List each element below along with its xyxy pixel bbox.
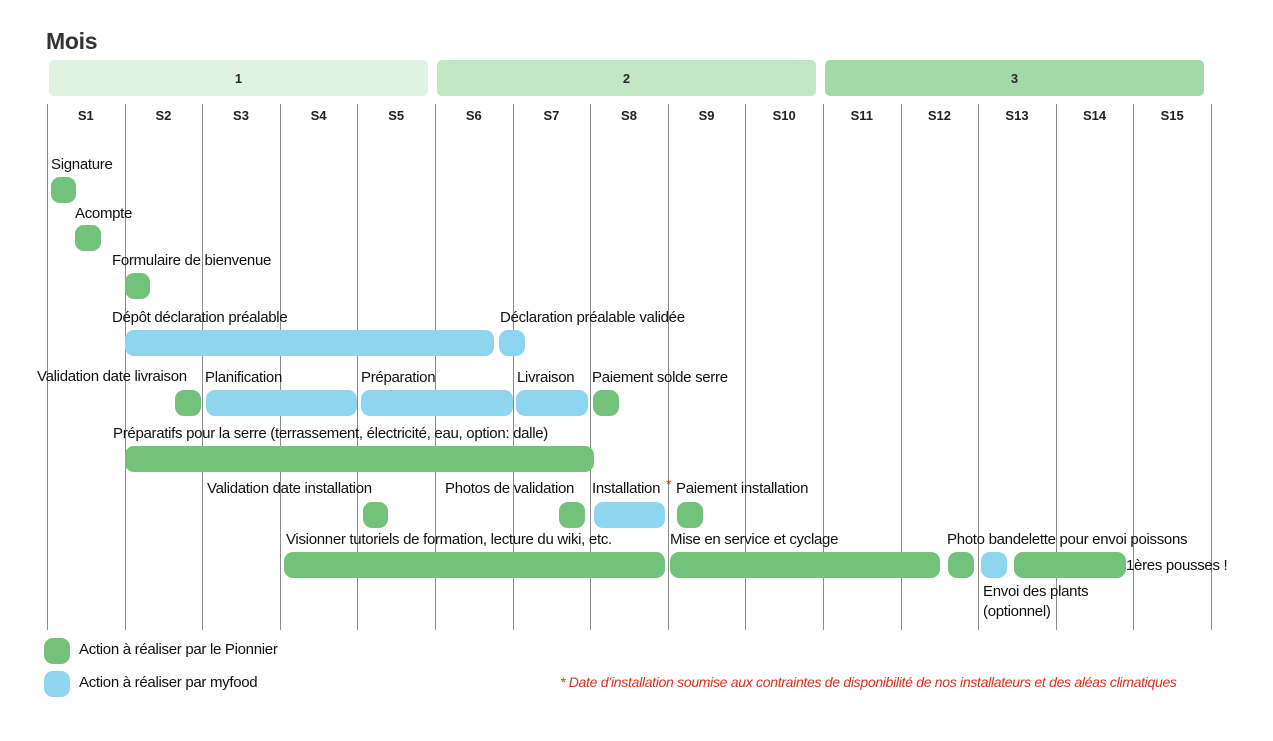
task-bar	[283, 552, 665, 578]
footnote: * Date d’installation soumise aux contra…	[560, 674, 1177, 690]
task-bar	[124, 330, 494, 356]
task-bar	[124, 273, 151, 299]
grid-line	[513, 104, 514, 630]
grid-line	[435, 104, 436, 630]
label-preparatifs: Préparatifs pour la serre (terrassement,…	[113, 425, 548, 442]
grid-line	[978, 104, 979, 630]
task-bar	[361, 390, 513, 416]
week-label-s8: S8	[621, 108, 637, 123]
label-envoi-plants-optionnel: (optionnel)	[983, 603, 1051, 620]
week-label-s15: S15	[1160, 108, 1184, 123]
month-2: 2	[437, 60, 816, 96]
label-validation-installation: Validation date installation	[207, 480, 372, 497]
label-declaration-validee: Déclaration préalable validée	[500, 309, 685, 326]
task-bar	[981, 552, 1007, 578]
month-3: 3	[825, 60, 1204, 96]
grid-line	[1211, 104, 1212, 630]
month-1: 1	[49, 60, 428, 96]
legend-label-pionnier: Action à réaliser par le Pionnier	[79, 641, 278, 658]
asterisk-marker: *	[666, 476, 672, 492]
grid-line	[357, 104, 358, 630]
week-label-s7: S7	[543, 108, 560, 123]
legend-swatch-myfood	[44, 671, 70, 697]
week-label-s11: S11	[850, 108, 873, 123]
grid-line	[1056, 104, 1057, 630]
grid-line	[745, 104, 746, 630]
label-paiement-installation: Paiement installation	[676, 480, 809, 497]
label-photo-bandelette: Photo bandelette pour envoi poissons	[947, 531, 1188, 548]
week-label-s3: S3	[233, 108, 249, 123]
task-bar	[124, 446, 595, 472]
task-bar	[74, 225, 101, 251]
week-label-s13: S13	[1005, 108, 1029, 123]
week-label-s2: S2	[155, 108, 172, 123]
grid-line	[590, 104, 591, 630]
task-bar	[206, 390, 357, 416]
task-bar	[175, 390, 201, 416]
grid-line	[202, 104, 203, 630]
week-label-s12: S12	[927, 108, 951, 123]
task-bar	[1013, 552, 1126, 578]
grid-line	[901, 104, 902, 630]
label-installation: Installation	[592, 480, 661, 497]
task-bar	[670, 552, 941, 578]
label-formulaire: Formulaire de bienvenue	[112, 252, 272, 269]
week-label-s9: S9	[698, 108, 715, 123]
label-mise-en-service: Mise en service et cyclage	[670, 531, 839, 548]
task-bar	[677, 502, 703, 528]
task-bar	[50, 177, 77, 203]
task-bar	[516, 390, 588, 416]
week-label-s4: S4	[310, 108, 327, 123]
task-bar	[593, 390, 619, 416]
week-label-s14: S14	[1083, 108, 1107, 123]
label-livraison: Livraison	[517, 369, 575, 386]
label-paiement-solde: Paiement solde serre	[592, 369, 728, 386]
label-acompte: Acompte	[75, 205, 133, 222]
legend-swatch-pionnier	[44, 638, 70, 664]
week-label-s6: S6	[465, 108, 482, 123]
task-bar	[594, 502, 665, 528]
label-planification: Planification	[205, 369, 282, 386]
label-depot-declaration: Dépôt déclaration préalable	[112, 309, 288, 326]
task-bar	[559, 502, 585, 528]
label-preparation: Préparation	[361, 369, 436, 386]
label-tutoriels: Visionner tutoriels de formation, lectur…	[286, 531, 612, 548]
grid-line	[125, 104, 126, 630]
label-premieres-pousses: 1ères pousses !	[1126, 557, 1228, 574]
task-bar	[947, 552, 974, 578]
grid-line	[47, 104, 48, 630]
task-bar	[362, 502, 389, 528]
grid-line	[280, 104, 281, 630]
grid-line	[668, 104, 669, 630]
task-bar	[499, 330, 525, 356]
grid-line	[1133, 104, 1134, 630]
week-label-s5: S5	[388, 108, 405, 123]
label-validation-livraison: Validation date livraison	[37, 368, 187, 385]
label-photos-validation: Photos de validation	[445, 480, 575, 497]
week-label-s10: S10	[772, 108, 796, 123]
chart-title: Mois	[46, 28, 98, 54]
legend-label-myfood: Action à réaliser par myfood	[79, 674, 258, 691]
label-signature: Signature	[51, 156, 113, 173]
label-envoi-plants: Envoi des plants	[983, 583, 1089, 600]
week-label-s1: S1	[77, 108, 94, 123]
grid-line	[823, 104, 824, 630]
